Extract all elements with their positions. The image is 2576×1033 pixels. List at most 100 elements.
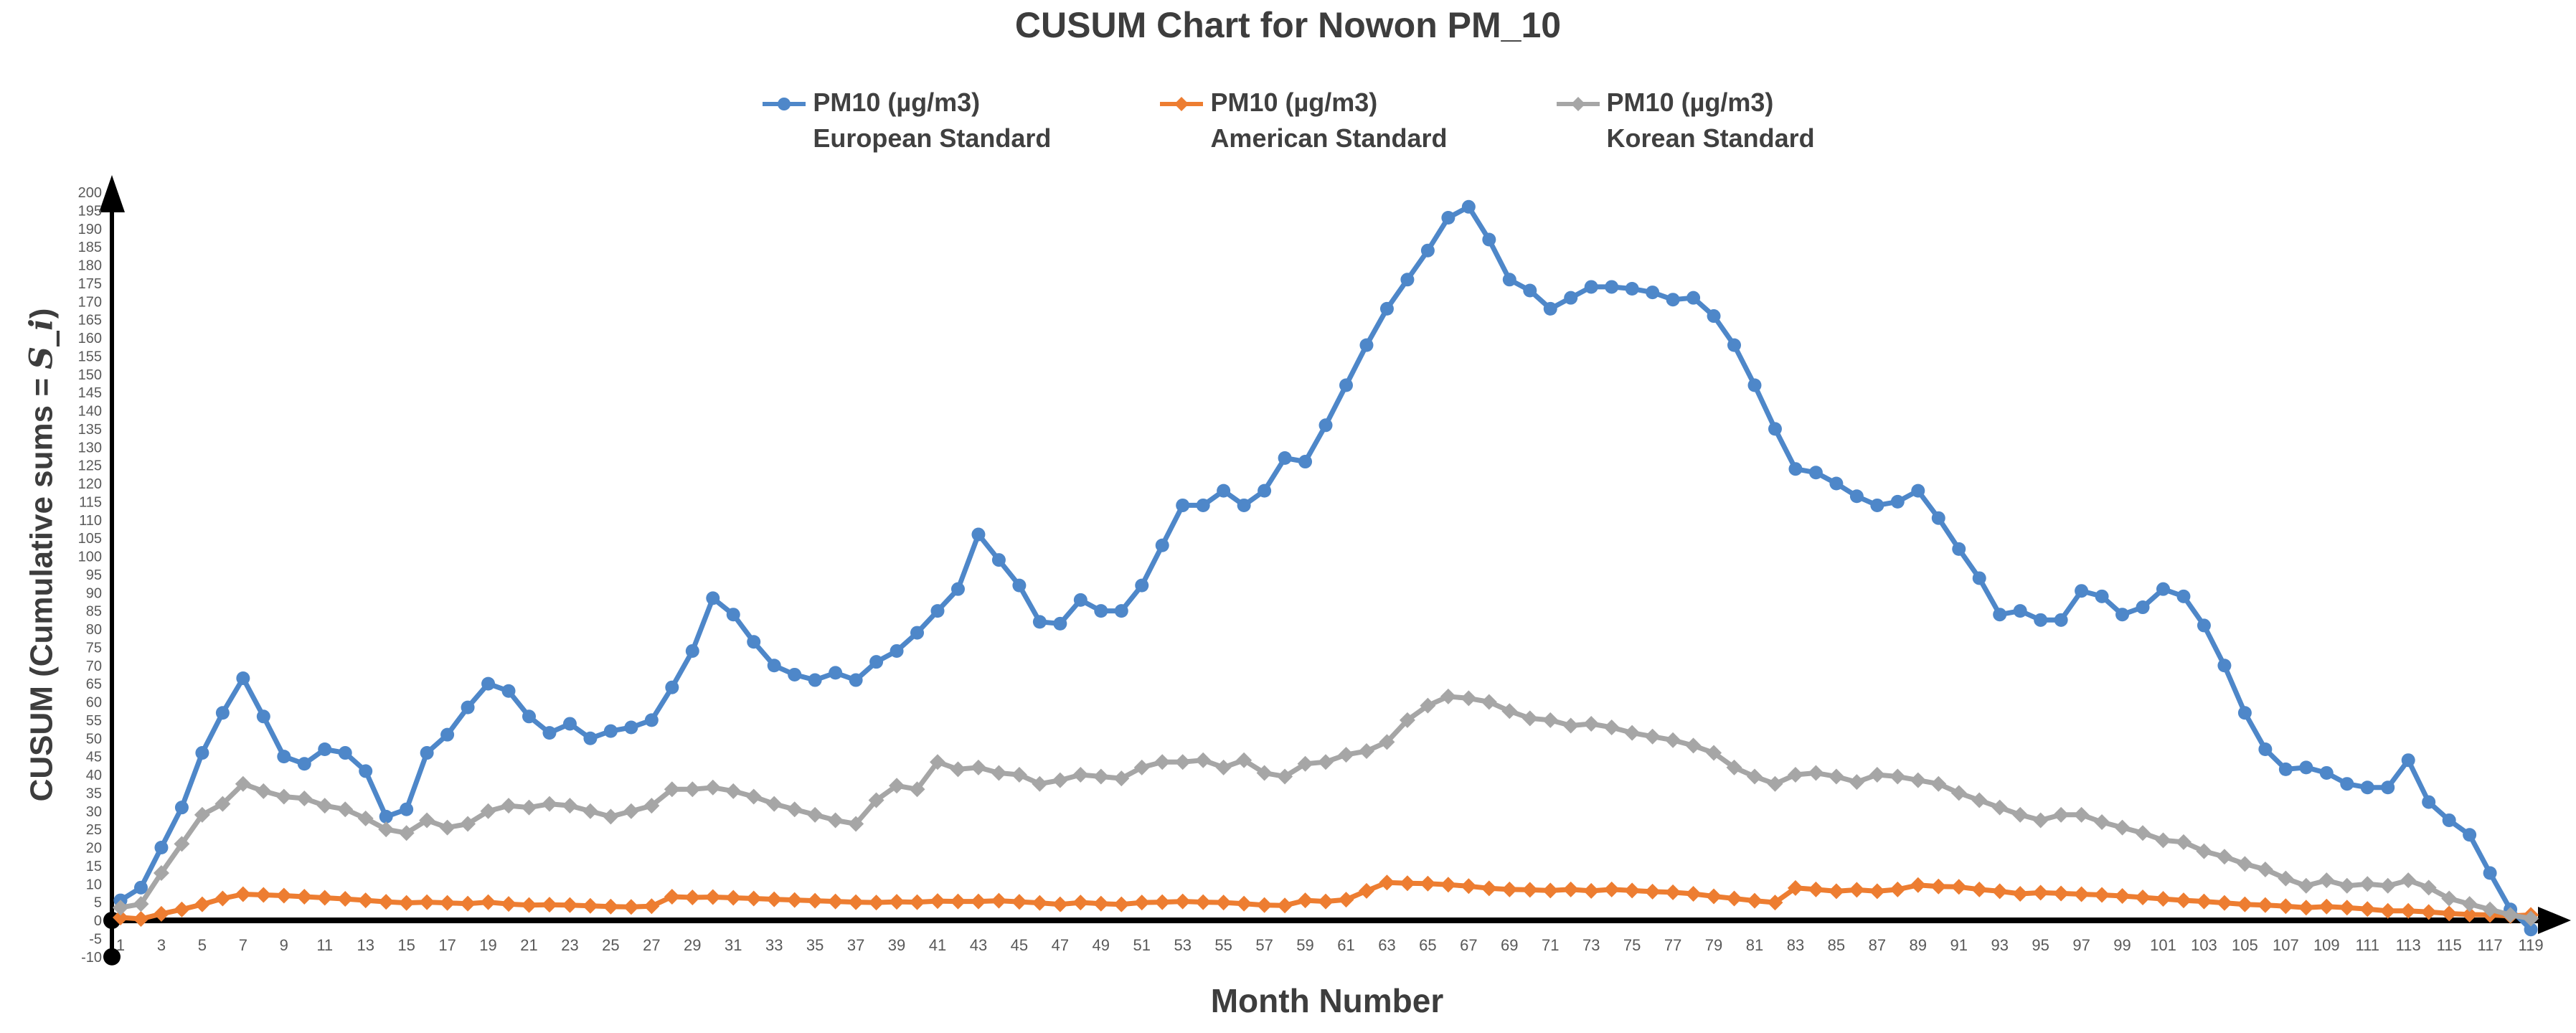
data-point-korean-standard [1665, 732, 1681, 748]
data-point-american-standard [275, 887, 292, 904]
data-point-korean-standard [357, 810, 374, 826]
x-tick-label: 59 [1296, 936, 1313, 954]
y-tick-label: 175 [78, 276, 102, 292]
data-point-korean-standard [439, 819, 456, 836]
data-point-korean-standard [1726, 759, 1742, 775]
data-point-american-standard [2359, 901, 2376, 918]
y-axis-arrow-icon [99, 175, 125, 212]
data-point-korean-standard [1644, 728, 1661, 745]
data-point-korean-standard [194, 806, 210, 823]
data-point-american-standard [1787, 879, 1803, 896]
x-tick-label: 97 [2072, 936, 2090, 954]
data-point-korean-standard [2339, 877, 2355, 894]
data-point-european-standard [1952, 542, 1966, 556]
data-point-european-standard [685, 643, 699, 658]
data-point-european-standard [2278, 762, 2293, 776]
data-point-american-standard [2420, 904, 2437, 920]
data-point-korean-standard [1195, 752, 1212, 768]
data-point-european-standard [501, 684, 516, 698]
data-point-european-standard [522, 709, 536, 724]
data-point-american-standard [786, 892, 803, 908]
data-point-european-standard [1155, 538, 1169, 552]
data-point-american-standard [623, 899, 639, 915]
data-point-american-standard [133, 910, 149, 927]
data-point-american-standard [704, 889, 721, 905]
data-point-european-standard [1605, 280, 1619, 294]
data-point-korean-standard [930, 754, 945, 770]
data-point-american-standard [2237, 896, 2253, 912]
data-point-european-standard [1788, 462, 1803, 476]
data-point-korean-standard [1542, 712, 1559, 728]
data-point-european-standard [236, 671, 250, 686]
y-tick-label: 150 [78, 367, 102, 383]
data-point-korean-standard [1787, 767, 1803, 783]
series-american-standard [113, 874, 2539, 927]
data-point-european-standard [747, 635, 761, 649]
y-tick-label: 80 [86, 622, 102, 638]
x-tick-label: 119 [2519, 936, 2544, 954]
legend-marker-korean-standard-icon [1556, 97, 1600, 111]
y-tick-label: 0 [94, 913, 102, 929]
data-point-korean-standard [1603, 720, 1620, 736]
data-point-european-standard [1890, 494, 1905, 509]
data-point-european-standard [1482, 232, 1496, 247]
x-tick-label: 63 [1378, 936, 1395, 954]
data-point-american-standard [1828, 883, 1844, 900]
x-tick-label: 61 [1337, 936, 1354, 954]
series-european-standard [113, 199, 2538, 937]
data-point-american-standard [1726, 890, 1742, 907]
y-tick-label: 35 [86, 786, 102, 801]
data-point-american-standard [1624, 882, 1641, 899]
data-point-european-standard [2176, 589, 2191, 603]
data-point-korean-standard [807, 806, 824, 823]
data-point-european-standard [2463, 828, 2477, 842]
data-point-korean-standard [1461, 690, 1477, 707]
data-point-european-standard [849, 673, 863, 687]
data-point-american-standard [337, 891, 354, 907]
data-point-korean-standard [1113, 770, 1130, 787]
data-point-american-standard [296, 889, 313, 905]
x-tick-label: 101 [2150, 936, 2176, 954]
data-point-american-standard [2012, 885, 2029, 902]
y-tick-label: 200 [78, 185, 102, 201]
data-point-american-standard [357, 892, 374, 909]
x-tick-label: 67 [1460, 936, 1477, 954]
data-point-european-standard [1420, 243, 1435, 258]
data-point-korean-standard [1072, 767, 1089, 783]
y-tick-label: 155 [78, 349, 102, 364]
y-tick-label: 75 [86, 640, 102, 656]
y-tick-label: 50 [86, 731, 102, 747]
data-point-korean-standard [398, 825, 415, 841]
data-point-european-standard [1646, 286, 1660, 300]
x-tick-label: 93 [1991, 936, 2008, 954]
data-point-korean-standard [1583, 715, 1600, 732]
data-point-korean-standard [725, 783, 742, 799]
data-point-korean-standard [1052, 772, 1068, 788]
x-tick-label: 65 [1419, 936, 1436, 954]
data-point-american-standard [1603, 881, 1620, 897]
x-tick-label: 39 [888, 936, 905, 954]
data-point-korean-standard [582, 803, 598, 819]
data-point-korean-standard [2114, 819, 2131, 836]
data-point-european-standard [644, 713, 659, 727]
data-point-european-standard [950, 582, 965, 596]
x-tick-label: 3 [157, 936, 166, 954]
data-point-european-standard [215, 706, 230, 720]
data-point-korean-standard [2257, 861, 2273, 877]
y-tick-label: 125 [78, 458, 102, 474]
y-tick-label: 180 [78, 258, 102, 274]
data-point-american-standard [1256, 897, 1273, 913]
x-tick-label: 13 [357, 936, 374, 954]
data-point-korean-standard [1910, 772, 1926, 788]
data-point-korean-standard [991, 765, 1007, 781]
data-point-korean-standard [889, 778, 905, 794]
data-point-european-standard [603, 724, 618, 738]
data-point-european-standard [1278, 451, 1292, 465]
y-tick-label: 110 [79, 513, 102, 529]
data-point-european-standard [1237, 498, 1251, 512]
data-point-korean-standard [2502, 907, 2519, 923]
data-point-american-standard [521, 897, 537, 913]
data-point-american-standard [1706, 888, 1722, 905]
data-point-american-standard [1318, 893, 1334, 910]
data-point-american-standard [1562, 881, 1579, 897]
